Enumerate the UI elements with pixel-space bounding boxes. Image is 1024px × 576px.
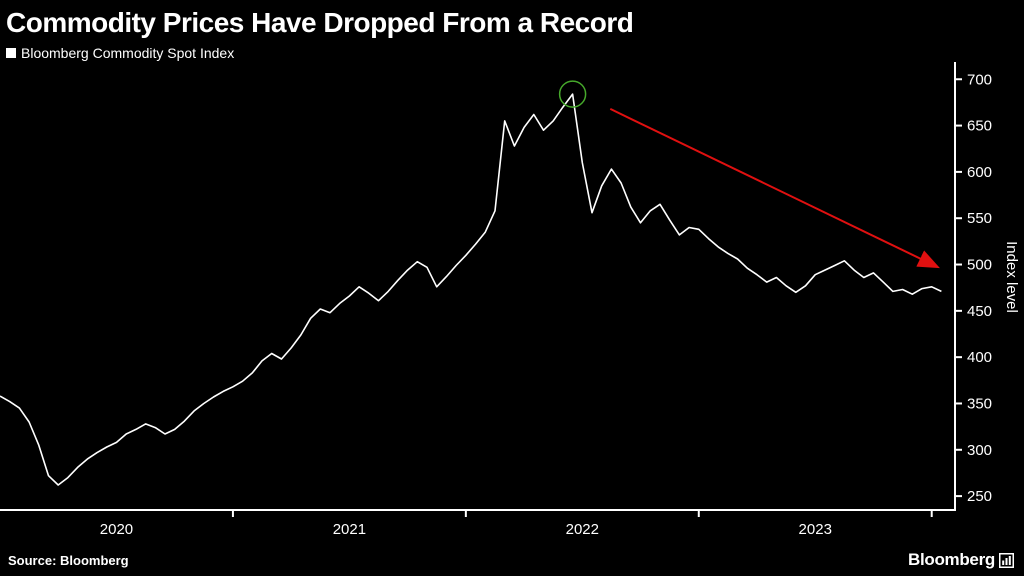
legend: Bloomberg Commodity Spot Index bbox=[6, 44, 1016, 62]
series-line bbox=[0, 93, 942, 486]
chart-title: Commodity Prices Have Dropped From a Rec… bbox=[6, 7, 634, 38]
y-tick-label: 550 bbox=[967, 210, 992, 227]
peak-circle-annotation bbox=[558, 80, 587, 108]
chart-footer: Source: Bloomberg Bloomberg bbox=[0, 548, 1024, 572]
price-line-chart: 250 300 350 400 450 500 550 600 650 700 Index leve… bbox=[0, 62, 1020, 538]
y-tick-label: 500 bbox=[967, 257, 992, 274]
y-tick-label: 300 bbox=[967, 442, 992, 459]
y-tick-label: 700 bbox=[967, 71, 992, 88]
chart-area: 250 300 350 400 450 500 550 600 650 700 Index leve… bbox=[0, 62, 1024, 544]
decline-arrow bbox=[609, 108, 940, 269]
source-credit: Source: Bloomberg bbox=[8, 552, 129, 568]
bloomberg-chart-bars-icon bbox=[999, 552, 1014, 568]
legend-swatch-icon bbox=[6, 48, 16, 58]
x-tick-label: 2021 bbox=[333, 521, 366, 538]
x-tick-label: 2022 bbox=[566, 521, 599, 538]
x-tick-label: 2023 bbox=[799, 521, 832, 538]
y-axis-title: Index level bbox=[1003, 241, 1020, 313]
y-tick-label: 650 bbox=[967, 118, 992, 135]
chart-header: Commodity Prices Have Dropped From a Rec… bbox=[0, 0, 1024, 62]
x-tick-label: 2020 bbox=[100, 521, 133, 538]
y-tick-label: 250 bbox=[967, 488, 992, 505]
y-tick-label: 600 bbox=[967, 164, 992, 181]
y-tick-label: 350 bbox=[967, 395, 992, 412]
bloomberg-wordmark: Bloomberg bbox=[907, 550, 995, 569]
legend-label: Bloomberg Commodity Spot Index bbox=[21, 45, 235, 61]
y-tick-label: 400 bbox=[967, 349, 992, 366]
bloomberg-logo: Bloomberg bbox=[908, 550, 1014, 570]
y-tick-label: 450 bbox=[967, 303, 992, 320]
